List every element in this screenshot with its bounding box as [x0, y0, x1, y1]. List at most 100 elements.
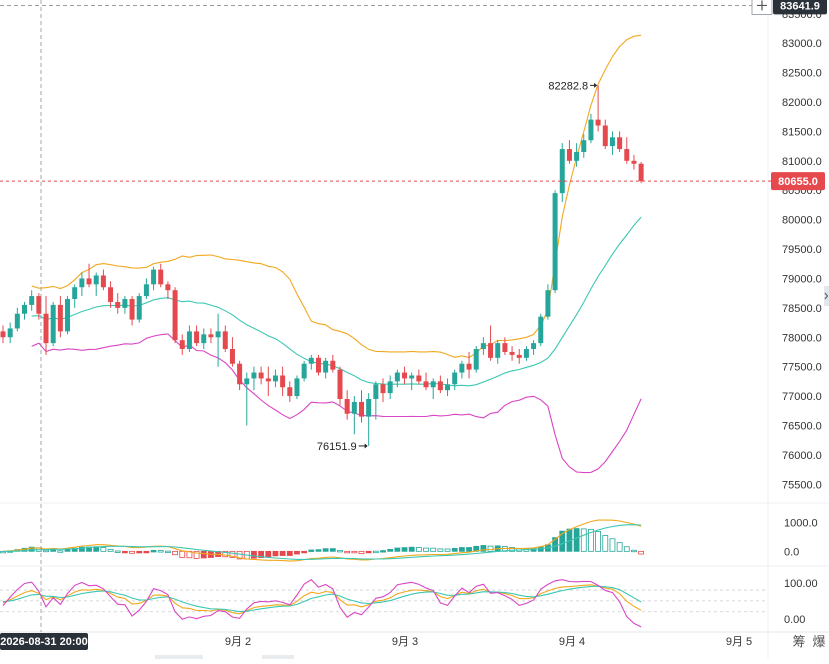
axes-layer: 75500.0 76000.0 76500.0 77000.0 77500.0 78000… — [225, 9, 822, 648]
candle-body — [559, 149, 565, 194]
macd-histogram-bar — [43, 549, 49, 553]
candle-body — [14, 313, 20, 329]
macd-histogram-bar — [308, 549, 315, 552]
macd-histogram-bar — [559, 530, 566, 552]
candle-body — [581, 140, 587, 152]
candle-body — [416, 375, 422, 382]
macd-tick-label: 1000.0 — [784, 517, 818, 529]
candle-body — [29, 296, 35, 305]
candle-body — [287, 387, 293, 397]
macd-histogram-bar — [580, 528, 587, 552]
candle-body — [258, 372, 264, 379]
time-tick-label: 9月 4 — [559, 636, 585, 648]
candle-body — [595, 119, 601, 126]
candle-body — [330, 360, 336, 370]
macd-histogram-bar — [423, 547, 429, 552]
price-tick-label: 82500.0 — [782, 68, 822, 80]
candle-body — [373, 384, 379, 400]
time-tick-label: 9月 3 — [392, 636, 418, 648]
candle-body — [523, 349, 529, 358]
price-tick-label: 80000.0 — [782, 215, 822, 227]
candle-body — [222, 331, 228, 350]
candle-body — [480, 343, 486, 350]
kdj-tick-label: 0.00 — [784, 614, 805, 626]
candle-body — [445, 384, 451, 391]
candle-body — [337, 369, 343, 400]
macd-histogram-bar — [315, 549, 322, 552]
macd-histogram-bar — [57, 550, 64, 553]
candle-body — [502, 343, 508, 352]
macd-histogram-bar — [358, 550, 365, 555]
macd-histogram-bar — [444, 548, 451, 552]
crosshair-time-label: 2026-08-31 20:00 — [0, 636, 87, 648]
candle-body — [50, 304, 56, 344]
price-tick-label: 79500.0 — [782, 244, 822, 256]
candle-body — [473, 349, 479, 370]
candle-body — [509, 351, 515, 355]
macd-histogram-bar — [157, 550, 164, 553]
candle-body — [0, 331, 6, 338]
macd-histogram-bar — [638, 550, 645, 555]
price-tick-label: 76000.0 — [782, 450, 822, 462]
candle-body — [588, 119, 594, 141]
current-price-label: 80655.0 — [778, 176, 818, 188]
macd-histogram-bar — [222, 550, 229, 558]
price-tick-label: 81500.0 — [782, 126, 822, 138]
candle-body — [351, 401, 357, 414]
crosshair-price-tag — [773, 0, 827, 15]
macd-histogram-bar — [286, 550, 293, 556]
candle-body — [617, 137, 623, 150]
macd-dif-line — [2, 519, 642, 562]
macd-histogram-bar — [595, 531, 602, 552]
candle-body — [129, 299, 135, 320]
time-tick-label: 9月 5 — [726, 636, 752, 648]
candle-body — [65, 299, 71, 332]
side-label-chip: 筹 — [792, 634, 805, 649]
candle-body — [280, 375, 286, 388]
candle-body — [7, 328, 13, 338]
candle-body — [531, 343, 537, 350]
kdj-tick-label: 100.00 — [784, 578, 818, 590]
candle-body — [115, 301, 121, 308]
macd-histogram-bar — [179, 550, 186, 558]
candle-body — [79, 278, 85, 288]
candle-body — [638, 163, 644, 182]
macd-histogram-bar — [344, 550, 351, 554]
candle-body — [624, 149, 630, 161]
macd-histogram-bar — [588, 528, 594, 552]
macd-histogram-bar — [107, 548, 114, 552]
candle-body — [409, 375, 415, 379]
candle-body — [36, 296, 42, 314]
candle-body — [459, 363, 465, 373]
macd-histogram-bar — [121, 550, 128, 554]
macd-histogram-bar — [401, 547, 408, 552]
macd-histogram-bar — [136, 550, 143, 554]
macd-histogram-bar — [272, 550, 279, 557]
low-arrow-head — [364, 443, 368, 449]
macd-histogram-bar — [387, 548, 394, 552]
low-price-label: 76151.9 — [317, 441, 357, 453]
candle-body — [344, 399, 350, 414]
price-tick-label: 75500.0 — [782, 479, 822, 491]
macd-histogram-bar — [229, 550, 236, 558]
macd-histogram-bar — [150, 550, 157, 553]
macd-histogram-bar — [609, 538, 616, 552]
candle-body — [466, 363, 472, 370]
candle-body — [22, 304, 28, 314]
candle-body — [394, 372, 400, 382]
bottom-tab — [262, 655, 294, 659]
bollinger-lower-line — [31, 333, 642, 474]
candle-body — [93, 275, 99, 285]
macd-histogram-bar — [329, 548, 336, 552]
macd-histogram-bar — [114, 550, 121, 553]
candle-body — [516, 354, 522, 358]
candle-body — [402, 372, 408, 379]
price-tick-label: 76500.0 — [782, 420, 822, 432]
candle-body — [294, 378, 300, 397]
candle-body — [272, 375, 278, 382]
macd-histogram-bar — [64, 549, 71, 552]
macd-histogram-bar — [466, 547, 472, 552]
candle-body — [158, 269, 164, 285]
